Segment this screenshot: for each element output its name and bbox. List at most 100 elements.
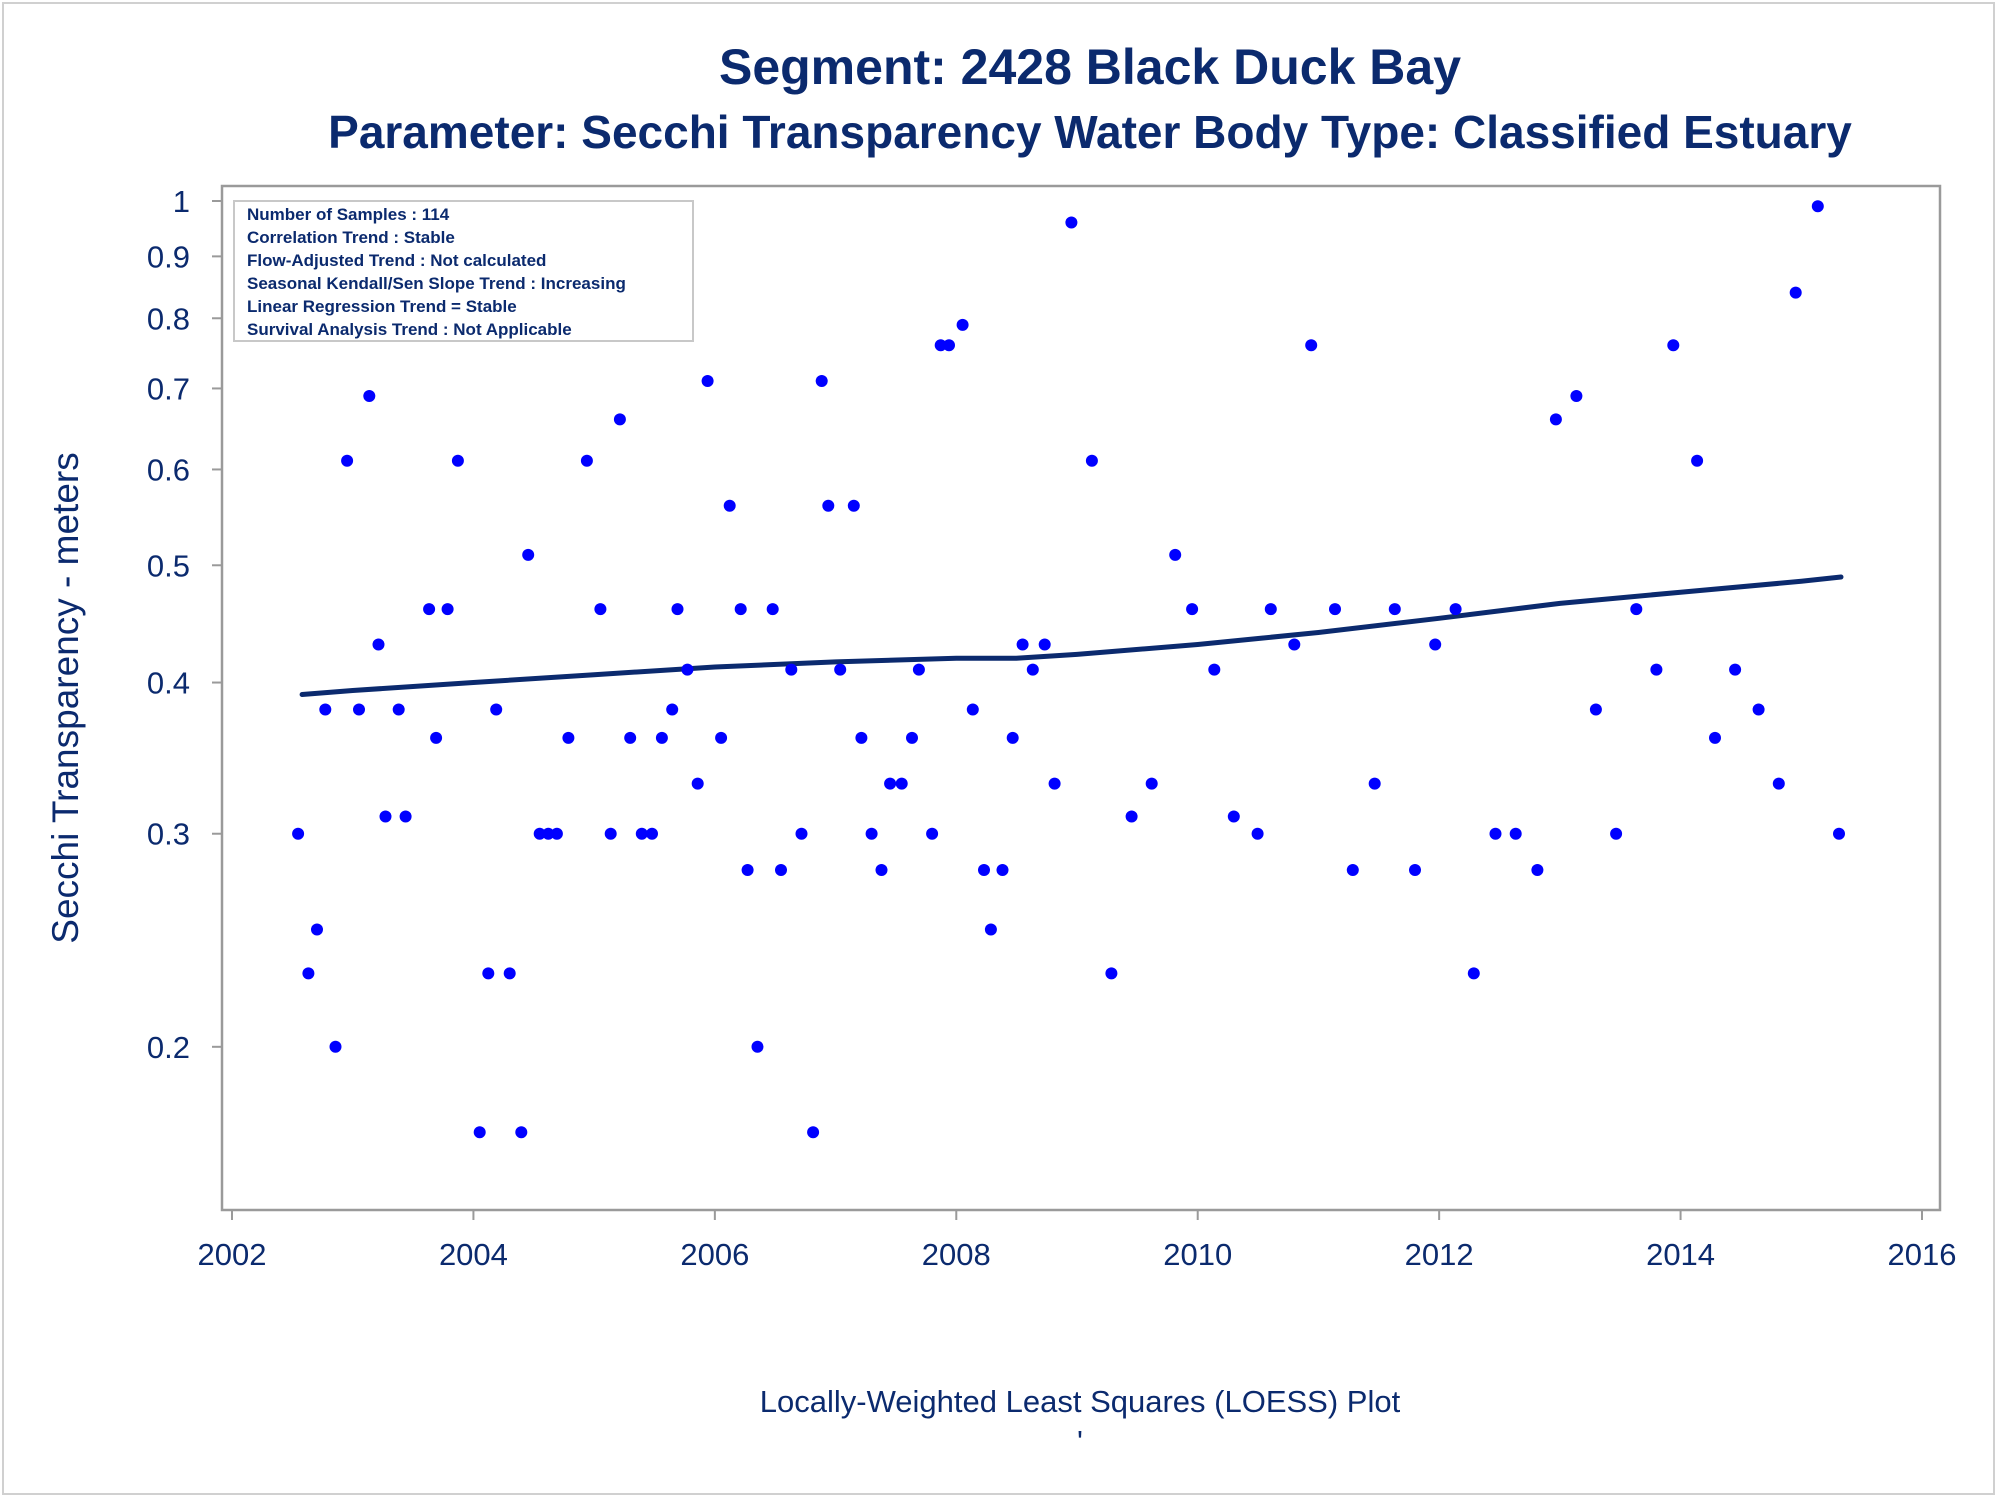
data-point: [1305, 339, 1318, 352]
data-point: [635, 827, 648, 840]
data-point: [550, 827, 563, 840]
data-point: [1409, 864, 1421, 876]
x-tick-label: 2010: [1163, 1237, 1232, 1272]
data-point: [522, 548, 535, 561]
data-point: [741, 864, 754, 876]
data-point: [822, 499, 835, 512]
footnote-mark: ': [1077, 1424, 1083, 1459]
data-point: [1346, 864, 1359, 876]
data-point: [423, 603, 436, 616]
data-point: [875, 864, 888, 876]
y-tick-label: 0.2: [147, 1030, 190, 1065]
data-point: [751, 1040, 764, 1053]
data-point: [624, 731, 637, 744]
x-tick-label: 2016: [1888, 1237, 1957, 1272]
data-point: [996, 864, 1009, 876]
data-point: [482, 967, 495, 980]
inset-line: Number of Samples : 114: [247, 205, 450, 224]
data-point: [966, 703, 979, 716]
data-point: [807, 1126, 820, 1139]
data-point: [1251, 827, 1264, 840]
data-point: [363, 390, 376, 402]
data-point: [1016, 638, 1029, 651]
y-tick-label: 0.8: [147, 301, 190, 336]
y-tick-label: 0.4: [147, 666, 190, 701]
data-point: [1145, 777, 1158, 790]
data-point: [1772, 777, 1785, 790]
data-point: [392, 703, 405, 716]
data-point: [691, 777, 704, 790]
data-point: [1038, 638, 1051, 651]
data-point: [1388, 603, 1401, 616]
data-point: [934, 339, 947, 352]
data-point: [715, 731, 728, 744]
chart-title-line2: Parameter: Secchi Transparency Water Bod…: [328, 106, 1852, 158]
data-point: [594, 603, 607, 616]
inset-box: [233, 200, 694, 342]
data-point: [1085, 454, 1098, 467]
data-point: [399, 810, 412, 823]
data-point: [533, 827, 546, 840]
data-point: [1811, 200, 1824, 213]
data-point: [1549, 413, 1562, 426]
data-point: [451, 454, 464, 467]
y-tick-label: 0.3: [147, 817, 190, 852]
data-point: [1650, 663, 1663, 676]
data-points: [292, 200, 1845, 1139]
data-point: [372, 638, 385, 651]
data-point: [1752, 703, 1765, 716]
y-tick-label: 0.7: [147, 371, 190, 406]
data-point: [1589, 703, 1602, 716]
data-point: [1048, 777, 1061, 790]
data-point: [542, 827, 555, 840]
data-point: [926, 827, 939, 840]
data-point: [580, 454, 593, 467]
data-point: [956, 318, 969, 331]
y-axis: 0.2 0.3 0.4 0.5 0.6 0.7 0.8 0.9 1: [147, 184, 222, 1065]
data-point: [1186, 603, 1199, 616]
data-point: [1329, 603, 1341, 616]
data-point: [884, 777, 897, 790]
data-point: [1509, 827, 1522, 840]
data-point: [341, 454, 354, 467]
y-tick-label: 1: [173, 184, 190, 219]
data-point: [379, 810, 392, 823]
data-point: [723, 499, 736, 512]
data-point: [1789, 286, 1802, 299]
data-point: [681, 663, 694, 676]
data-point: [1125, 810, 1138, 823]
data-point: [473, 1126, 486, 1139]
data-point: [1065, 216, 1078, 229]
data-point: [855, 731, 868, 744]
data-point: [701, 375, 714, 387]
data-point: [441, 603, 454, 616]
x-tick-label: 2006: [680, 1237, 749, 1272]
data-point: [302, 967, 315, 980]
data-point: [1169, 548, 1182, 561]
data-point: [1691, 454, 1704, 467]
data-point: [1709, 731, 1721, 744]
data-point: [1610, 827, 1623, 840]
footnote: Locally-Weighted Least Squares (LOESS) P…: [760, 1384, 1401, 1419]
data-point: [319, 703, 332, 716]
data-point: [984, 923, 997, 936]
data-point: [1429, 638, 1442, 651]
data-point: [1264, 603, 1277, 616]
data-point: [1105, 967, 1118, 980]
data-point: [912, 663, 925, 676]
data-point: [311, 923, 323, 936]
data-point: [292, 827, 305, 840]
data-point: [734, 603, 747, 616]
data-point: [1288, 638, 1301, 651]
data-point: [666, 703, 679, 716]
data-point: [562, 731, 575, 744]
data-point: [865, 827, 878, 840]
data-point: [1667, 339, 1680, 352]
data-point: [775, 864, 787, 876]
data-point: [1531, 864, 1544, 876]
data-point: [1467, 967, 1480, 980]
inset-line: Seasonal Kendall/Sen Slope Trend : Incre…: [247, 274, 626, 293]
data-point: [1449, 603, 1462, 616]
